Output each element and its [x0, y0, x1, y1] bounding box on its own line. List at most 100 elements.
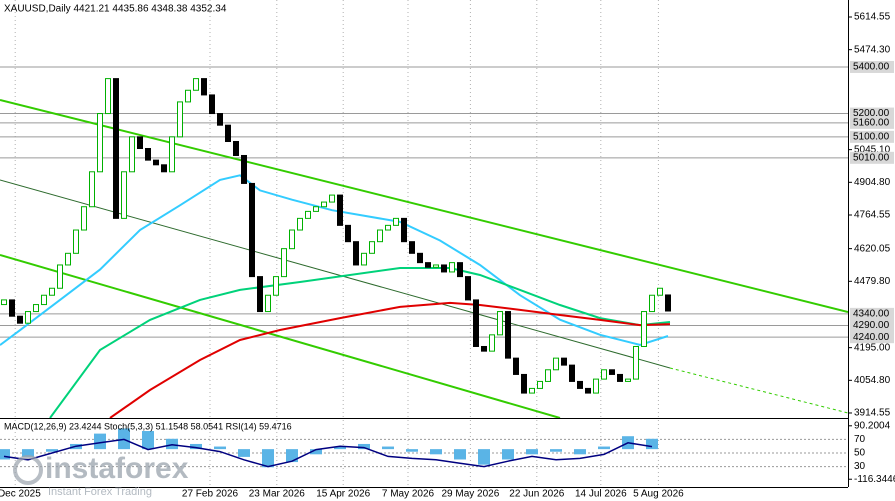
- candle-body: [305, 210, 311, 219]
- candle-body: [65, 252, 71, 266]
- candle-body: [649, 294, 655, 313]
- macd-bar: [262, 449, 274, 468]
- x-tick-label: 29 May 2026: [441, 489, 499, 500]
- macd-bar: [598, 446, 610, 450]
- candle-body: [337, 194, 343, 226]
- candle-body: [601, 369, 607, 380]
- indicator-label: MACD(12,26,9) 23.4244 Stoch(5,3,3) 51.15…: [4, 421, 292, 431]
- macd-bar: [334, 446, 346, 450]
- x-tick-label: 23 Mar 2026: [249, 489, 306, 500]
- x-tick-label: 9 Dec 2025: [0, 489, 41, 500]
- macd-bar: [574, 449, 586, 455]
- y-tick-label: 3914.55: [854, 408, 891, 419]
- candle-body: [249, 182, 255, 278]
- x-tick-label: 5 Aug 2026: [633, 489, 684, 500]
- macd-bar: [454, 449, 466, 460]
- candle-body: [633, 345, 639, 380]
- candle-body: [265, 294, 271, 313]
- trendline: [669, 367, 848, 414]
- candle-body: [465, 276, 471, 301]
- candle-body: [217, 113, 223, 126]
- candle-body: [513, 357, 519, 375]
- candle-body: [313, 206, 319, 212]
- candle-body: [625, 378, 631, 382]
- x-tick-label: 14 Jul 2026: [575, 489, 627, 500]
- macd-bar: [94, 433, 106, 450]
- candle-body: [73, 229, 79, 254]
- level-label: 4290.00: [853, 320, 890, 331]
- candle-body: [113, 78, 119, 219]
- candle-body: [361, 252, 367, 266]
- candle-body: [137, 136, 143, 149]
- candle-body: [561, 357, 567, 366]
- candle-body: [641, 311, 647, 347]
- candle-body: [409, 241, 415, 254]
- candle-body: [121, 171, 127, 219]
- candle-body: [657, 287, 663, 296]
- macd-tick-label: -116.3446: [854, 474, 895, 485]
- watermark-tagline: Instant Forex Trading: [48, 486, 152, 498]
- y-tick-label: 5474.30: [854, 44, 891, 55]
- candle-body: [33, 304, 39, 313]
- candle-body: [17, 315, 23, 324]
- y-tick-label: 4904.80: [854, 177, 891, 188]
- candle-body: [145, 147, 151, 161]
- macd-bar: [190, 443, 202, 450]
- level-label-box: [850, 60, 894, 73]
- candle-body: [329, 194, 335, 203]
- candle-body: [497, 311, 503, 336]
- level-label: 4340.00: [853, 309, 890, 320]
- price-pane: [0, 66, 848, 418]
- rsi-tick-label: 30: [854, 461, 866, 472]
- macd-bar: [382, 446, 394, 450]
- macd-bar: [310, 449, 322, 455]
- candle-body: [393, 217, 399, 226]
- candle-body: [385, 224, 391, 231]
- moving-average: [109, 301, 671, 418]
- candle-body: [609, 369, 615, 375]
- x-tick-label: 7 May 2026: [382, 489, 435, 500]
- level-label-box: [850, 319, 894, 332]
- candle-body: [473, 299, 479, 347]
- candle-body: [569, 364, 575, 382]
- candle-body: [481, 345, 487, 352]
- candle-body: [353, 241, 359, 266]
- candle-body: [89, 171, 95, 208]
- macd-bar: [238, 449, 250, 457]
- candle-body: [505, 311, 511, 359]
- candle-body: [417, 252, 423, 264]
- x-tick-label: 27 Feb 2026: [182, 489, 239, 500]
- candle-body: [1, 299, 7, 306]
- x-tick-label: 22 Jun 2026: [509, 489, 564, 500]
- candle-body: [665, 294, 671, 312]
- candle-body: [41, 294, 47, 306]
- macd-bar: [22, 449, 34, 457]
- candle-body: [585, 387, 591, 394]
- macd-bar: [358, 443, 370, 450]
- candle-body: [185, 89, 191, 103]
- candle-body: [241, 154, 247, 184]
- macd-bar: [502, 449, 514, 460]
- candle-body: [345, 224, 351, 243]
- y-tick-label: 4054.80: [854, 375, 891, 386]
- rsi-tick-label: 50: [854, 448, 866, 459]
- level-label-box: [850, 130, 894, 143]
- candle-body: [105, 78, 111, 115]
- macd-tick-label: 90.2004: [854, 420, 891, 431]
- rsi-line: [3, 438, 653, 468]
- level-label: 5010.00: [853, 152, 890, 163]
- level-label-box: [850, 307, 894, 320]
- candle-body: [281, 248, 287, 278]
- candle-body: [81, 206, 87, 231]
- macd-bar: [214, 446, 226, 450]
- x-tick-label: 15 Apr 2026: [316, 489, 370, 500]
- candle-body: [257, 276, 263, 313]
- candle-body: [57, 264, 63, 289]
- macd-bar: [0, 449, 10, 460]
- candle-body: [457, 262, 463, 278]
- level-label-box: [850, 107, 894, 120]
- macd-bar: [166, 438, 178, 450]
- candle-body: [545, 369, 551, 382]
- level-label-box: [850, 116, 894, 129]
